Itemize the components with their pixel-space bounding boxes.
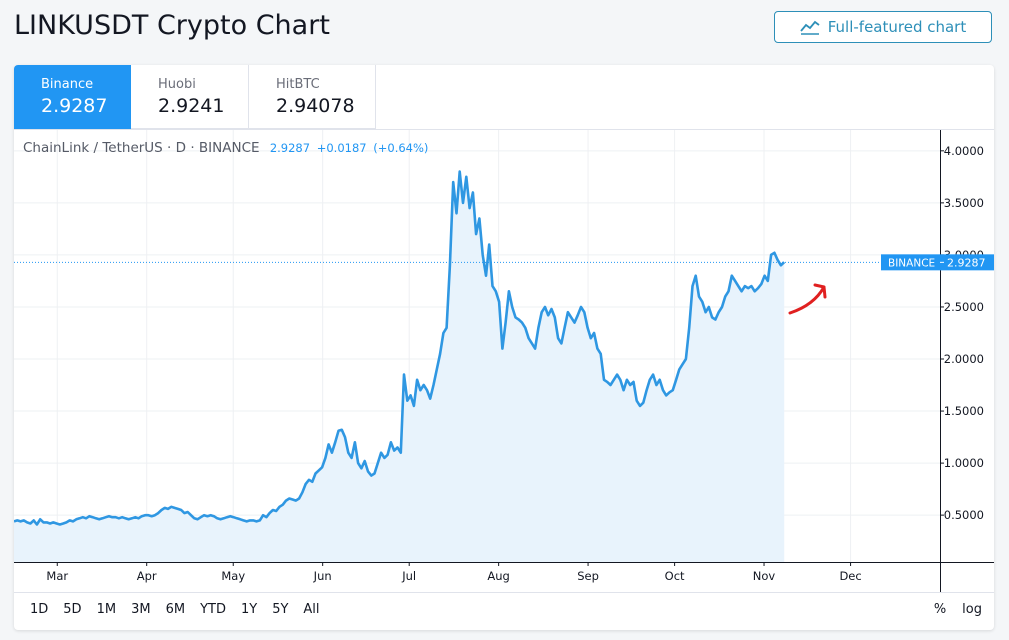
price-chart[interactable]: 4.00003.50003.00002.50002.00001.50001.00… xyxy=(14,65,994,630)
price-area-fill xyxy=(14,171,785,562)
annotation-arrow xyxy=(788,283,827,315)
tab-price: 2.94078 xyxy=(276,95,355,117)
x-tick-label: Nov xyxy=(753,569,776,583)
legend-last-price: 2.9287 xyxy=(269,141,311,155)
range-selector: 1D 5D 1M 3M 6M YTD 1Y 5Y All xyxy=(30,602,335,617)
range-button-1y[interactable]: 1Y xyxy=(240,602,258,617)
tab-hitbtc[interactable]: HitBTC 2.94078 xyxy=(249,65,376,129)
range-button-1m[interactable]: 1M xyxy=(96,602,117,617)
range-button-1d[interactable]: 1D xyxy=(30,602,49,617)
x-tick-label: Aug xyxy=(487,569,509,583)
price-series-line xyxy=(14,170,786,526)
tab-price: 2.9241 xyxy=(158,95,225,117)
exchange-tabs: Binance 2.9287 Huobi 2.9241 HitBTC 2.940… xyxy=(14,65,376,129)
tab-huobi[interactable]: Huobi 2.9241 xyxy=(131,65,249,129)
full-featured-chart-button[interactable]: Full-featured chart xyxy=(774,11,992,43)
chart-legend: ChainLink / TetherUS · D · BINANCE 2.928… xyxy=(23,140,431,156)
y-tick-label: 0.5000 xyxy=(944,508,984,522)
range-button-6m[interactable]: 6M xyxy=(165,602,186,617)
tab-exchange-name: Binance xyxy=(41,77,94,92)
tabs-divider xyxy=(14,129,994,130)
y-tick-label: 1.5000 xyxy=(944,404,984,418)
log-scale-toggle[interactable]: log xyxy=(962,602,982,617)
tab-exchange-name: Huobi xyxy=(158,77,196,92)
range-button-ytd[interactable]: YTD xyxy=(200,602,226,617)
x-tick-label: Sep xyxy=(577,569,599,583)
percent-scale-toggle[interactable]: % xyxy=(933,602,947,617)
y-tick-label: 4.0000 xyxy=(944,144,984,158)
legend-change: +0.0187 xyxy=(316,141,367,155)
page-title: LINKUSDT Crypto Chart xyxy=(14,10,330,41)
tab-exchange-name: HitBTC xyxy=(276,77,320,92)
tab-price: 2.9287 xyxy=(41,95,108,117)
last-price-label: BINANCE 2.9287 xyxy=(881,254,994,271)
range-button-all[interactable]: All xyxy=(303,602,320,617)
range-button-5d[interactable]: 5D xyxy=(63,602,82,617)
y-tick-label: 1.0000 xyxy=(944,456,984,470)
y-tick-label: 2.5000 xyxy=(944,300,984,314)
x-tick-label: Oct xyxy=(665,569,685,583)
y-tick-label: 2.0000 xyxy=(944,352,984,366)
range-button-5y[interactable]: 5Y xyxy=(272,602,289,617)
chart-card: Binance 2.9287 Huobi 2.9241 HitBTC 2.940… xyxy=(14,65,994,630)
last-price-exchange: BINANCE xyxy=(888,257,935,269)
x-tick-label: Mar xyxy=(46,569,68,583)
x-tick-label: Dec xyxy=(839,569,861,583)
chart-line-icon xyxy=(800,20,820,35)
legend-change-percent: (+0.64%) xyxy=(373,141,429,155)
x-tick-label: Jun xyxy=(313,569,332,583)
last-price-label-bg xyxy=(881,254,994,271)
full-featured-chart-label: Full-featured chart xyxy=(827,18,967,36)
x-tick-label: Jul xyxy=(401,569,416,583)
scale-options: % log xyxy=(934,602,982,617)
x-tick-label: May xyxy=(221,569,245,583)
tab-binance[interactable]: Binance 2.9287 xyxy=(14,65,131,129)
last-price-value: 2.9287 xyxy=(947,256,986,269)
x-tick-label: Apr xyxy=(137,569,157,583)
range-button-3m[interactable]: 3M xyxy=(131,602,151,617)
legend-symbol: ChainLink / TetherUS · D · BINANCE xyxy=(23,140,260,156)
y-tick-label: 3.5000 xyxy=(944,196,984,210)
